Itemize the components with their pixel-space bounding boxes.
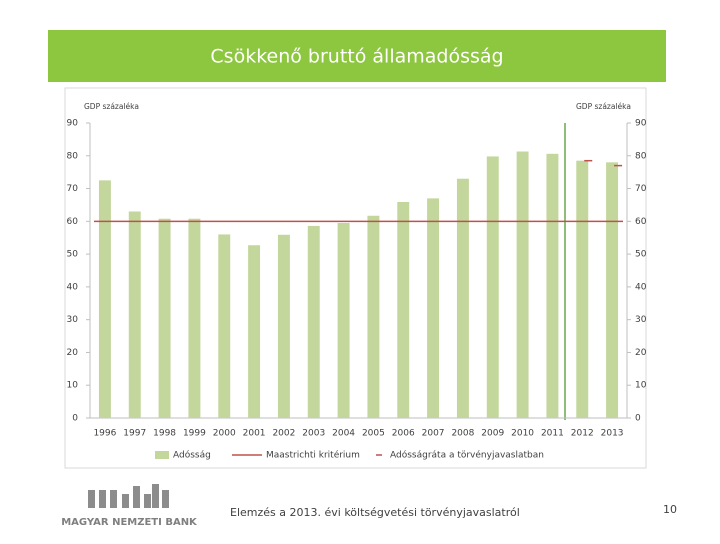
header-bar xyxy=(48,30,666,82)
legend-label: Adósságráta a törvényjavaslatban xyxy=(390,450,544,461)
y2-tick-label: 30 xyxy=(635,315,647,325)
x-tick-label: 2004 xyxy=(332,429,355,439)
bar xyxy=(337,222,350,418)
y2-tick-label: 80 xyxy=(635,151,647,161)
y2-tick-label: 50 xyxy=(635,250,647,260)
bar xyxy=(606,162,619,418)
bar xyxy=(576,160,589,418)
x-tick-label: 2002 xyxy=(272,429,295,439)
x-tick-label: 1999 xyxy=(183,429,206,439)
y-tick-label: 70 xyxy=(67,184,79,194)
x-tick-label: 2005 xyxy=(362,429,385,439)
logo-text: MAGYAR NEMZETI BANK xyxy=(61,517,198,528)
y-tick-label: 50 xyxy=(67,250,79,260)
y2-tick-label: 0 xyxy=(635,414,641,424)
chart-frame xyxy=(64,87,647,469)
y-axis-label: GDP százaléka xyxy=(84,102,139,111)
bar xyxy=(486,156,499,418)
y2-tick-label: 20 xyxy=(635,348,647,358)
x-tick-label: 2010 xyxy=(511,429,534,439)
y-tick-label: 0 xyxy=(72,414,78,424)
x-tick-label: 1996 xyxy=(93,429,116,439)
x-tick-label: 1998 xyxy=(153,429,176,439)
y-tick-label: 30 xyxy=(67,315,79,325)
bar xyxy=(158,218,171,418)
y-tick-label: 10 xyxy=(67,381,79,391)
bar xyxy=(128,211,141,418)
y2-axis-label: GDP százaléka xyxy=(576,102,631,111)
bar xyxy=(367,215,380,418)
bar xyxy=(427,198,440,418)
y2-tick-label: 90 xyxy=(635,119,647,129)
logo-icon xyxy=(88,484,169,508)
y2-tick-label: 10 xyxy=(635,381,647,391)
page-number: 10 xyxy=(663,503,677,516)
footer-text: Elemzés a 2013. évi költségvetési törvén… xyxy=(230,506,520,519)
x-tick-label: 2013 xyxy=(601,429,624,439)
bar xyxy=(546,153,559,419)
bar xyxy=(277,234,290,418)
y-tick-label: 40 xyxy=(67,282,79,292)
x-tick-label: 2006 xyxy=(392,429,415,439)
legend-swatch xyxy=(155,451,169,459)
bar xyxy=(188,218,201,418)
y-tick-label: 80 xyxy=(67,151,79,161)
x-tick-label: 2007 xyxy=(422,429,445,439)
bar xyxy=(248,245,261,418)
x-tick-label: 2011 xyxy=(541,429,564,439)
x-tick-label: 2003 xyxy=(302,429,325,439)
bar xyxy=(397,201,410,418)
bar xyxy=(456,178,469,418)
y-tick-label: 20 xyxy=(67,348,79,358)
y2-tick-label: 40 xyxy=(635,282,647,292)
bar xyxy=(516,151,529,418)
y2-tick-label: 60 xyxy=(635,217,647,227)
x-tick-label: 2001 xyxy=(243,429,266,439)
x-tick-label: 2008 xyxy=(451,429,474,439)
x-tick-label: 2009 xyxy=(481,429,504,439)
y2-tick-label: 70 xyxy=(635,184,647,194)
bar xyxy=(307,225,320,418)
bar xyxy=(218,234,231,418)
legend-label: Maastrichti kritérium xyxy=(266,450,360,461)
y-tick-label: 60 xyxy=(67,217,79,227)
x-tick-label: 2000 xyxy=(213,429,236,439)
x-tick-label: 2012 xyxy=(571,429,594,439)
slide-title: Csökkenő bruttó államadósság xyxy=(210,46,503,68)
y-tick-label: 90 xyxy=(67,119,79,129)
legend-label: Adósság xyxy=(173,450,211,461)
bar xyxy=(98,180,111,418)
x-tick-label: 1997 xyxy=(123,429,146,439)
